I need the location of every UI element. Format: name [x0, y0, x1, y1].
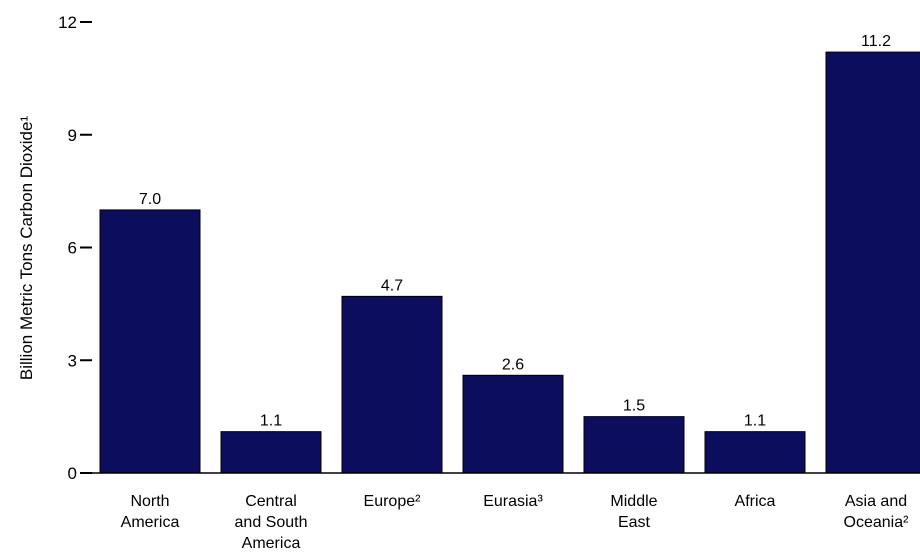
value-label: 1.1 [744, 413, 766, 430]
bar [462, 374, 564, 474]
y-tick-label: 0 [68, 464, 77, 483]
category-label: East [618, 514, 651, 531]
category-label: Asia and [845, 493, 907, 510]
value-label: 1.5 [623, 398, 645, 415]
category-label: America [121, 514, 180, 531]
category-label: America [242, 535, 301, 552]
bar [583, 416, 685, 474]
category-label: and South [235, 514, 308, 531]
category-label: North [130, 493, 169, 510]
bar [341, 295, 443, 474]
y-tick-label: 9 [68, 126, 77, 145]
category-label: Europe² [364, 493, 422, 510]
category-labels: North America Central and South America Europ… [121, 493, 909, 552]
value-label: 1.1 [260, 413, 282, 430]
value-label: 4.7 [381, 277, 403, 294]
y-axis-title: Billion Metric Tons Carbon Dioxide¹ [17, 116, 36, 381]
bars [99, 51, 920, 474]
bar [704, 431, 806, 474]
value-label: 11.2 [861, 33, 891, 50]
bar [220, 431, 322, 474]
y-tick-label: 3 [68, 351, 77, 370]
y-axis: 0 3 6 9 12 [58, 13, 92, 483]
category-label: Middle [610, 493, 657, 510]
value-labels: 7.0 1.1 4.7 2.6 1.5 1.1 11.2 [139, 33, 891, 430]
value-label: 2.6 [502, 356, 524, 373]
value-label: 7.0 [139, 191, 161, 208]
y-tick-label: 6 [68, 239, 77, 258]
category-label: Central [245, 493, 297, 510]
category-label: Oceania² [844, 514, 910, 531]
category-label: Africa [735, 493, 776, 510]
category-label: Eurasia³ [483, 493, 543, 510]
y-tick-label: 12 [58, 13, 77, 32]
bar [825, 51, 920, 474]
bar [99, 209, 201, 474]
